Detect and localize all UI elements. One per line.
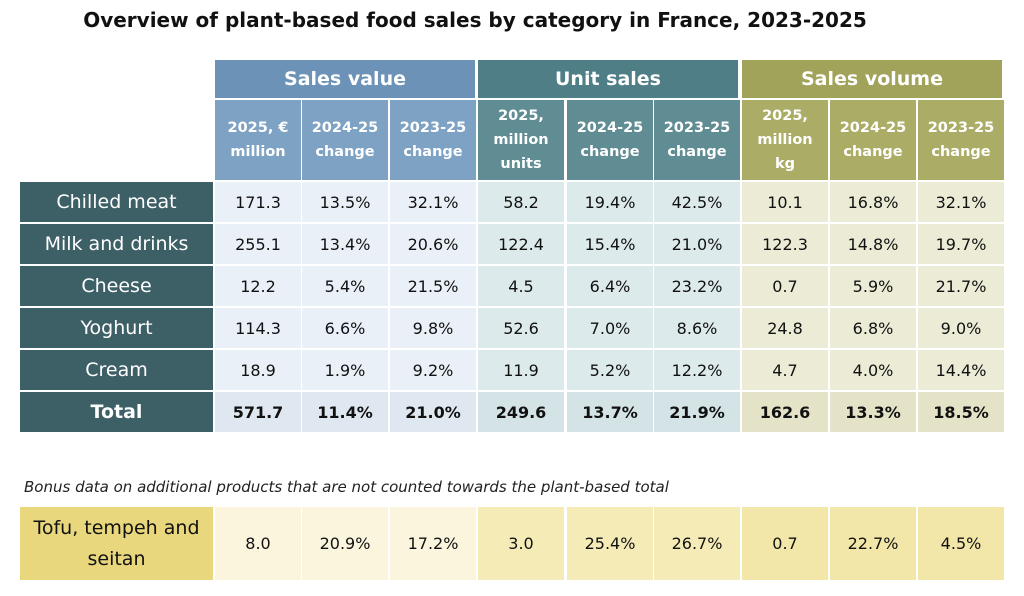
table-cell: 32.1% — [390, 182, 476, 222]
table-cell: 6.4% — [567, 266, 653, 306]
table-cell: 42.5% — [654, 182, 740, 222]
table-cell: 255.1 — [215, 224, 301, 264]
bonus-cell: 0.7 — [742, 507, 828, 580]
table-cell: 5.9% — [830, 266, 916, 306]
row-label: Chilled meat — [20, 182, 213, 222]
table-cell: 13.7% — [567, 392, 653, 432]
column-header: 2025, € million — [215, 100, 301, 180]
table-cell: 249.6 — [478, 392, 564, 432]
group-header: Sales value — [215, 60, 475, 98]
table-cell: 171.3 — [215, 182, 301, 222]
table-cell: 162.6 — [742, 392, 828, 432]
table-cell: 9.8% — [390, 308, 476, 348]
table-cell: 21.0% — [654, 224, 740, 264]
row-label: Yoghurt — [20, 308, 213, 348]
table-cell: 18.5% — [918, 392, 1004, 432]
row-label: Milk and drinks — [20, 224, 213, 264]
table-cell: 0.7 — [742, 266, 828, 306]
column-header: 2025, million kg — [742, 100, 828, 180]
table-cell: 20.6% — [390, 224, 476, 264]
bonus-cell: 17.2% — [390, 507, 476, 580]
column-header: 2024-25 change — [302, 100, 388, 180]
table-cell: 1.9% — [302, 350, 388, 390]
table-cell: 571.7 — [215, 392, 301, 432]
column-header: 2023-25 change — [654, 100, 740, 180]
table-cell: 13.5% — [302, 182, 388, 222]
table-cell: 122.3 — [742, 224, 828, 264]
bonus-cell: 22.7% — [830, 507, 916, 580]
column-header: 2023-25 change — [918, 100, 1004, 180]
bonus-cell: 3.0 — [478, 507, 564, 580]
table-cell: 7.0% — [567, 308, 653, 348]
table-cell: 13.4% — [302, 224, 388, 264]
note: Bonus data on additional products that a… — [24, 478, 669, 496]
table-cell: 32.1% — [918, 182, 1004, 222]
table-cell: 18.9 — [215, 350, 301, 390]
table-cell: 10.1 — [742, 182, 828, 222]
table-cell: 24.8 — [742, 308, 828, 348]
table-cell: 11.4% — [302, 392, 388, 432]
table-cell: 114.3 — [215, 308, 301, 348]
column-header: 2024-25 change — [830, 100, 916, 180]
table-cell: 19.4% — [567, 182, 653, 222]
bonus-cell: 25.4% — [567, 507, 653, 580]
table-cell: 21.5% — [390, 266, 476, 306]
table-cell: 12.2 — [215, 266, 301, 306]
bonus-cell: 20.9% — [302, 507, 388, 580]
table-cell: 23.2% — [654, 266, 740, 306]
table-cell: 21.7% — [918, 266, 1004, 306]
table-cell: 13.3% — [830, 392, 916, 432]
bonus-label: Tofu, tempeh and seitan — [20, 507, 213, 580]
row-label: Cream — [20, 350, 213, 390]
table-cell: 14.4% — [918, 350, 1004, 390]
row-label: Total — [20, 392, 213, 432]
table-cell: 16.8% — [830, 182, 916, 222]
column-header: 2025, million units — [478, 100, 564, 180]
table-cell: 8.6% — [654, 308, 740, 348]
table-cell: 14.8% — [830, 224, 916, 264]
group-header: Sales volume — [742, 60, 1002, 98]
row-label: Cheese — [20, 266, 213, 306]
table-cell: 9.0% — [918, 308, 1004, 348]
table-cell: 58.2 — [478, 182, 564, 222]
table-cell: 21.0% — [390, 392, 476, 432]
table-cell: 4.0% — [830, 350, 916, 390]
table-cell: 15.4% — [567, 224, 653, 264]
table-cell: 6.8% — [830, 308, 916, 348]
bonus-cell: 4.5% — [918, 507, 1004, 580]
table-cell: 4.7 — [742, 350, 828, 390]
table-cell: 6.6% — [302, 308, 388, 348]
column-header: 2023-25 change — [390, 100, 476, 180]
table-cell: 122.4 — [478, 224, 564, 264]
bonus-cell: 8.0 — [215, 507, 301, 580]
table-cell: 5.4% — [302, 266, 388, 306]
table-cell: 21.9% — [654, 392, 740, 432]
table-cell: 12.2% — [654, 350, 740, 390]
table-cell: 5.2% — [567, 350, 653, 390]
table-cell: 52.6 — [478, 308, 564, 348]
group-header: Unit sales — [478, 60, 738, 98]
table-cell: 9.2% — [390, 350, 476, 390]
bonus-cell: 26.7% — [654, 507, 740, 580]
table-cell: 11.9 — [478, 350, 564, 390]
table-cell: 4.5 — [478, 266, 564, 306]
column-header: 2024-25 change — [567, 100, 653, 180]
title: Overview of plant-based food sales by ca… — [83, 8, 867, 32]
table-cell: 19.7% — [918, 224, 1004, 264]
